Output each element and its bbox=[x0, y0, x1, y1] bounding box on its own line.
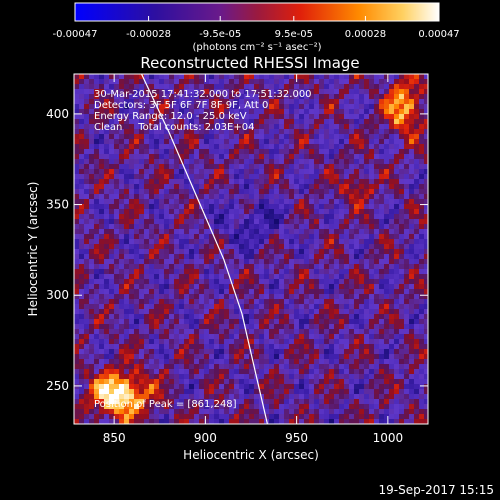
colorbar-tick-label: 0.00047 bbox=[418, 29, 459, 40]
y-tick-label: 300 bbox=[46, 288, 69, 302]
x-tick-label: 1000 bbox=[373, 431, 404, 445]
colorbar-tick-label: -0.00047 bbox=[53, 29, 98, 40]
y-tick-label: 400 bbox=[46, 107, 69, 121]
colorbar-tick-label: -0.00028 bbox=[126, 29, 171, 40]
y-tick-label: 250 bbox=[46, 379, 69, 393]
annotation-detectors: Detectors: 3F 5F 6F 7F 8F 9F, Att 0 bbox=[94, 100, 268, 111]
colorbar-unit-label: (photons cm⁻² s⁻¹ asec⁻²) bbox=[192, 42, 321, 53]
annotation-time-range: 30-Mar-2015 17:41:32.000 to 17:51:32.000 bbox=[94, 89, 312, 100]
chart-title: Reconstructed RHESSI Image bbox=[140, 54, 359, 72]
annotation-clean-counts: Clean Total counts: 2.03E+04 bbox=[94, 122, 254, 133]
colorbar-tick-label: 0.00028 bbox=[345, 29, 386, 40]
x-tick-label: 950 bbox=[285, 431, 308, 445]
colorbar-tick-label: 9.5e-05 bbox=[275, 29, 313, 40]
annotation-energy-range: Energy Range: 12.0 - 25.0 keV bbox=[94, 111, 247, 122]
colorbar-tick-label: -9.5e-05 bbox=[199, 29, 241, 40]
x-axis-label: Heliocentric X (arcsec) bbox=[183, 448, 319, 462]
footer-date: 19-Sep-2017 15:15 bbox=[379, 483, 494, 497]
y-tick-label: 350 bbox=[46, 198, 69, 212]
x-tick-label: 900 bbox=[194, 431, 217, 445]
colorbar-gradient bbox=[75, 3, 439, 21]
x-tick-label: 850 bbox=[103, 431, 126, 445]
y-axis-label: Heliocentric Y (arcsec) bbox=[26, 182, 40, 317]
annotation-peak-position: Position of Peak = [861,248] bbox=[94, 399, 237, 410]
